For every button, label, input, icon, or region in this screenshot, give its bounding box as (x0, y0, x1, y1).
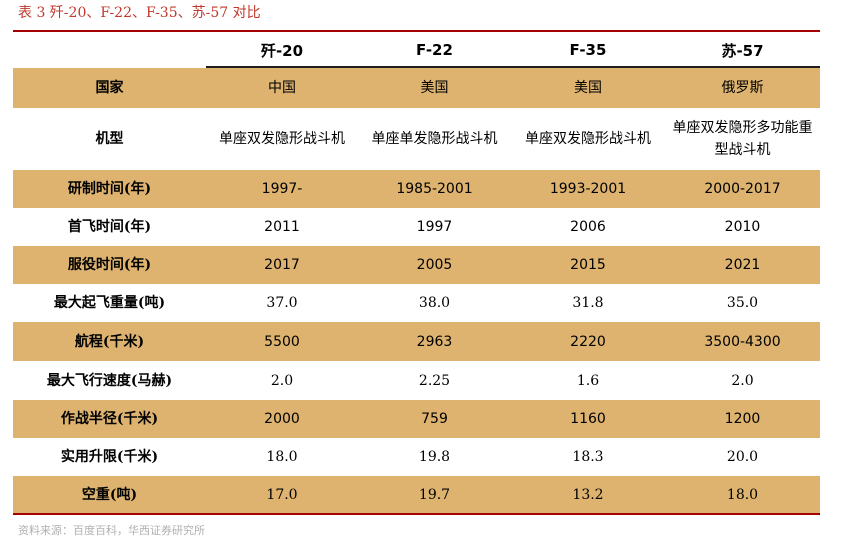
header-cell-blank (13, 32, 206, 68)
table-cell: 2.0 (270, 372, 294, 389)
table-cell: 13.2 (572, 487, 604, 503)
row-label: 实用升限(千米) (60, 449, 159, 465)
table-cell: 2015 (570, 257, 606, 273)
table-row: 航程(千米) 5500 2963 2220 3500-4300 (13, 322, 820, 361)
row-label: 最大飞行速度(马赫) (46, 372, 173, 389)
table-cell: 1997- (261, 181, 303, 197)
row-label: 空重(吨) (81, 487, 138, 503)
table-cell: 1997 (416, 219, 453, 235)
bottom-rule (13, 513, 820, 515)
table-header: 歼-20 F-22 F-35 苏-57 (13, 32, 820, 68)
table-cell: 2220 (570, 333, 606, 350)
header-underline (206, 66, 358, 68)
row-label: 服役时间(年) (67, 257, 152, 273)
table-row: 国家 中国 美国 美国 俄罗斯 (13, 68, 820, 108)
header-underline (665, 66, 820, 68)
table-cell: 1993-2001 (549, 181, 627, 197)
source-note: 资料来源：百度百科，华西证券研究所 (18, 524, 205, 537)
table-cell: 17.0 (266, 487, 298, 503)
table-cell: 2.0 (731, 372, 754, 389)
row-label: 首飞时间(年) (67, 219, 152, 235)
table-cell: 美国 (420, 80, 449, 96)
table-cell: 1200 (724, 411, 761, 427)
table-cell: 俄罗斯 (721, 80, 764, 96)
table-cell: 2011 (264, 219, 300, 235)
table-cell: 2000 (264, 411, 300, 427)
top-rule (13, 30, 820, 32)
table-row: 服役时间(年) 2017 2005 2015 2021 (13, 246, 820, 284)
table-caption: 表 3 歼-20、F-22、F-35、苏-57 对比 (18, 5, 261, 21)
table-cell: 2010 (724, 219, 761, 235)
header-cell-f35: F-35 (569, 41, 607, 59)
table-cell: 单座单发隐形战斗机 (371, 131, 498, 147)
table-cell: 美国 (574, 80, 602, 96)
table-cell: 19.8 (418, 449, 451, 465)
table-cell: 3500-4300 (704, 333, 781, 350)
table-cell: 5500 (264, 333, 300, 350)
table-row: 作战半径(千米) 2000 759 1160 1200 (13, 400, 820, 438)
table-cell: 20.0 (726, 449, 759, 465)
header-underline (511, 66, 665, 68)
table-cell: 2000-2017 (704, 181, 781, 197)
row-label: 航程(千米) (74, 333, 145, 350)
comparison-table: 国家 中国 美国 美国 俄罗斯 机型 单座双发隐形战斗机 单座单发隐形战斗机 单… (13, 68, 820, 514)
table-cell: 35.0 (726, 295, 759, 311)
header-underline (358, 66, 511, 68)
row-label: 国家 (95, 80, 124, 96)
header-cell-j20: 歼-20 (260, 41, 304, 60)
table-cell: 759 (421, 411, 448, 427)
table-cell: 单座双发隐形战斗机 (525, 131, 651, 147)
table-cell: 中国 (268, 80, 296, 96)
table-cell: 2017 (264, 257, 300, 273)
row-label: 研制时间(年) (67, 181, 152, 197)
table-cell: 18.0 (726, 487, 759, 503)
table-cell: 2.25 (418, 372, 451, 389)
table-row: 最大飞行速度(马赫) 2.0 2.25 1.6 2.0 (13, 361, 820, 400)
table-cell: 2963 (416, 333, 453, 350)
table-cell: 单座双发隐形多功能重型战斗机 (672, 120, 813, 158)
table-cell: 1160 (570, 411, 606, 427)
table-cell: 19.7 (418, 487, 451, 503)
header-cell-su57: 苏-57 (721, 41, 764, 60)
table-cell: 31.8 (572, 295, 604, 311)
table-row: 研制时间(年) 1997- 1985-2001 1993-2001 2000-2… (13, 170, 820, 208)
row-label: 机型 (95, 131, 124, 147)
table-row: 首飞时间(年) 2011 1997 2006 2010 (13, 208, 820, 246)
table-cell: 1.6 (576, 372, 600, 389)
table-row: 最大起飞重量(吨) 37.0 38.0 31.8 35.0 (13, 284, 820, 322)
table-row: 空重(吨) 17.0 19.7 13.2 18.0 (13, 476, 820, 514)
table-row: 机型 单座双发隐形战斗机 单座单发隐形战斗机 单座双发隐形战斗机 单座双发隐形多… (13, 108, 820, 170)
table-cell: 2006 (570, 219, 606, 235)
table-cell: 38.0 (418, 295, 451, 311)
table-row: 实用升限(千米) 18.0 19.8 18.3 20.0 (13, 438, 820, 476)
table-cell: 2021 (724, 257, 761, 273)
row-label: 最大起飞重量(吨) (53, 295, 166, 311)
table-cell: 18.0 (266, 449, 298, 465)
table-cell: 单座双发隐形战斗机 (219, 131, 345, 147)
table-cell: 1985-2001 (396, 181, 473, 197)
header-cell-f22: F-22 (416, 41, 453, 59)
table-cell: 37.0 (266, 295, 298, 311)
table-cell: 2005 (416, 257, 453, 273)
row-label: 作战半径(千米) (60, 411, 159, 427)
table-cell: 18.3 (572, 449, 604, 465)
